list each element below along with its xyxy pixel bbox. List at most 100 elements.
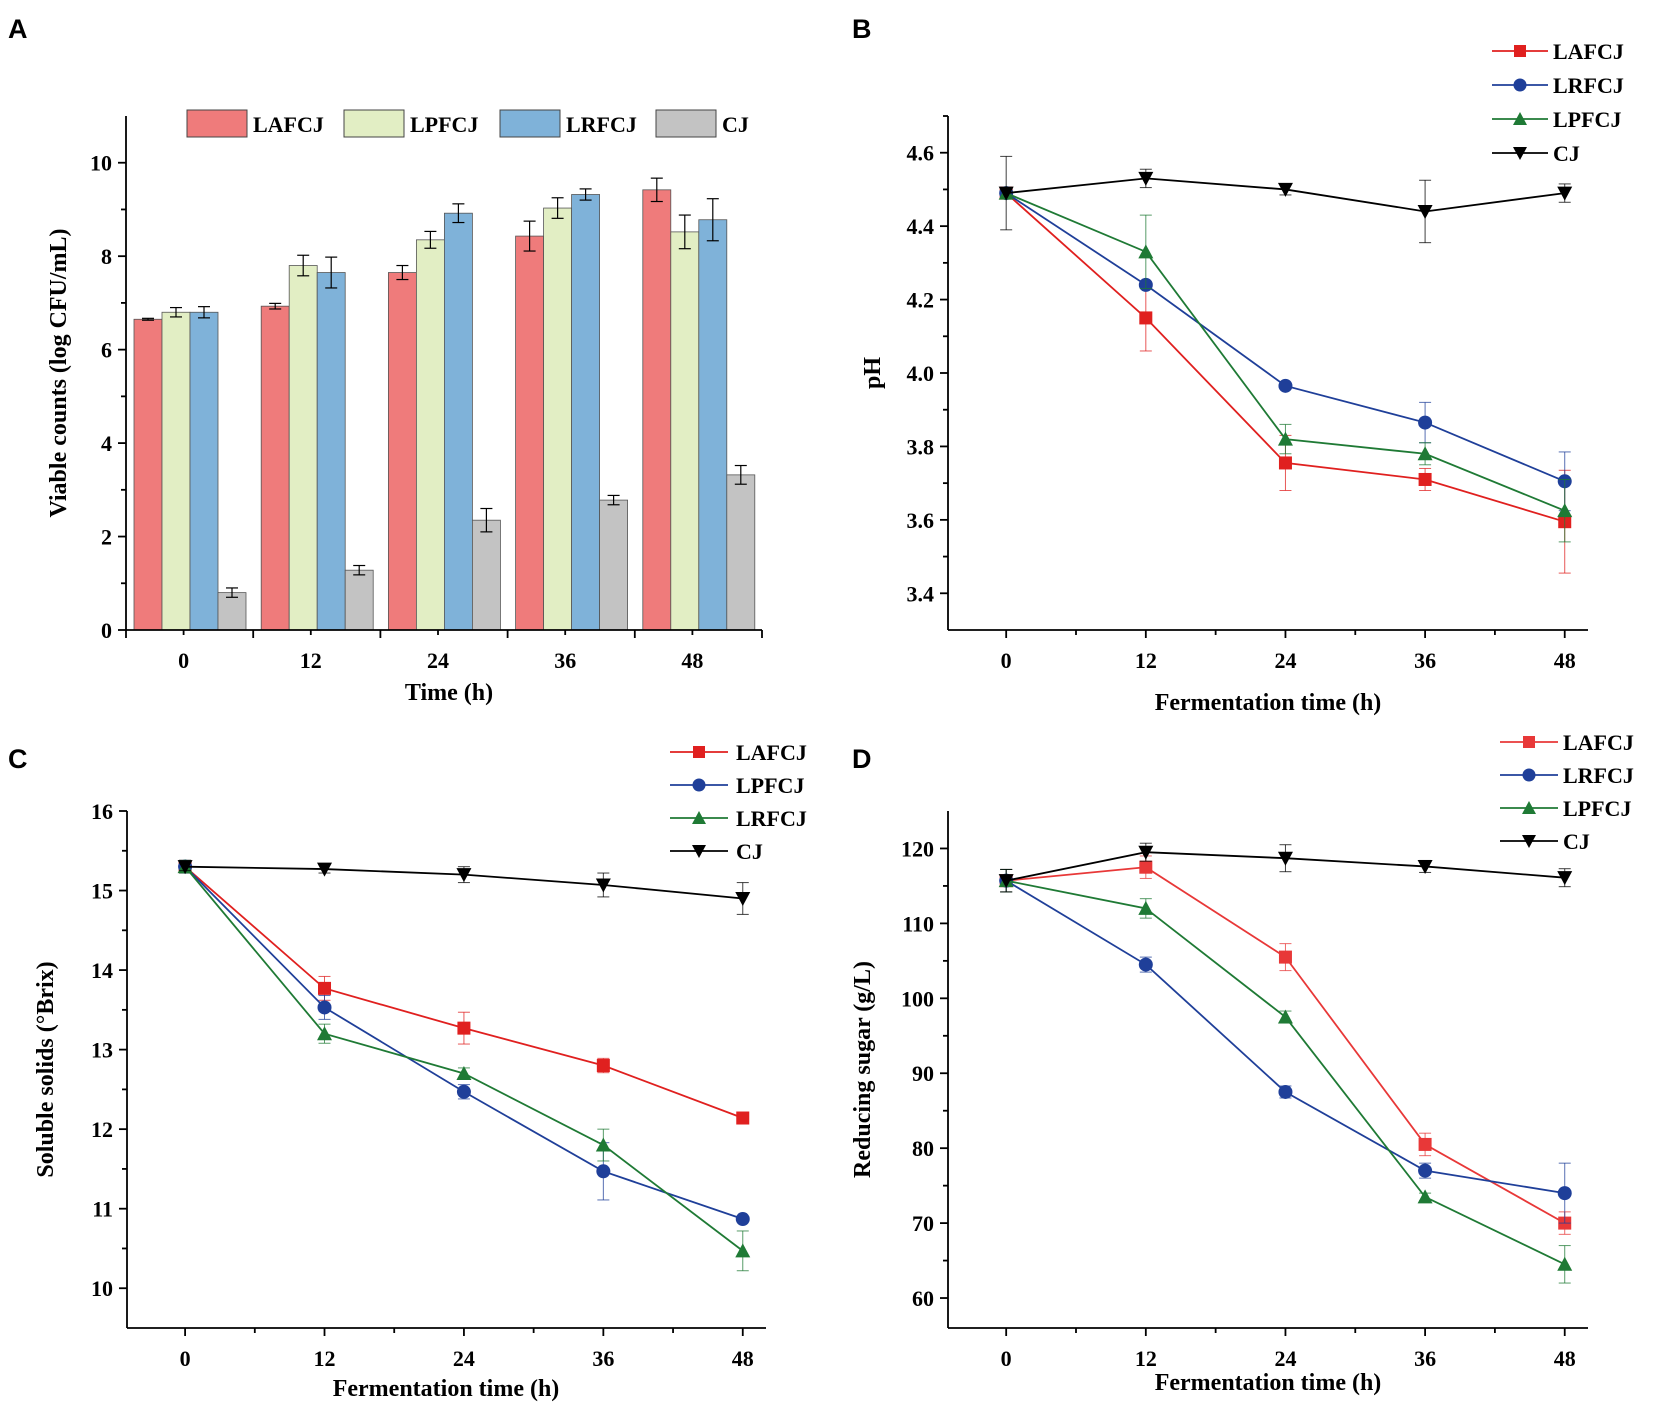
series-lrfcj — [999, 868, 1572, 1224]
point-cj-48 — [1557, 871, 1573, 886]
point-cj-48 — [735, 891, 751, 906]
legend-label: LAFCJ — [253, 112, 324, 137]
legend-item-lafcj: LAFCJ — [1492, 39, 1624, 64]
point-lpfcj-12 — [1138, 244, 1154, 259]
bar-lrfcj-36 — [571, 194, 600, 631]
legend-label: LPFCJ — [1563, 796, 1631, 821]
series-lafcj — [999, 855, 1572, 1235]
errorbar-lrfcj-36 — [579, 188, 592, 201]
legend-item-cj: CJ — [1500, 829, 1590, 854]
legend-label: CJ — [722, 112, 749, 137]
point-cj-24 — [456, 868, 472, 883]
legend-item-lafcj: LAFCJ — [670, 740, 807, 765]
point-cj-0 — [998, 186, 1014, 201]
errorbar-lafcj-36 — [523, 220, 536, 252]
legend-marker — [1513, 112, 1527, 125]
legend-label: LAFCJ — [1563, 730, 1634, 755]
legend-marker — [1523, 736, 1535, 748]
series-lpfcj — [998, 185, 1573, 543]
bar-cj-36 — [599, 499, 628, 631]
x-tick-label: 24 — [427, 648, 449, 673]
point-cj-0 — [998, 874, 1014, 889]
x-axis-label: Time (h) — [405, 680, 493, 706]
y-tick-label: 4.0 — [907, 361, 935, 386]
legend-swatch — [655, 109, 717, 138]
y-tick-label: 4 — [101, 431, 112, 456]
point-cj-36 — [595, 878, 611, 893]
panel-letter-d: D — [852, 744, 872, 774]
bar-cj-12 — [344, 569, 374, 631]
bar-lpfcj-0 — [161, 311, 191, 631]
point-lpfcj-24 — [1277, 431, 1293, 446]
errorbar-lafcj-24 — [396, 264, 409, 281]
series-line-lafcj — [1006, 866, 1566, 1224]
bar-lafcj-36 — [515, 235, 544, 631]
legend-label: LAFCJ — [736, 740, 807, 765]
y-tick-label: 100 — [901, 986, 934, 1011]
x-tick-label: 24 — [453, 1346, 475, 1371]
point-cj-24 — [1277, 182, 1293, 197]
point-lrfcj-36 — [1418, 415, 1433, 430]
y-tick-label: 10 — [90, 151, 112, 176]
point-lpfcj-36 — [1417, 446, 1433, 461]
errorbar-cj-36 — [607, 494, 620, 506]
y-tick-label: 8 — [101, 244, 112, 269]
legend: LAFCJ LRFCJ LPFCJ CJ — [1500, 730, 1634, 854]
point-lafcj-12 — [318, 981, 332, 995]
y-tick-label: 70 — [912, 1211, 934, 1236]
series-cj — [177, 860, 751, 915]
point-lpfcj-36 — [596, 1164, 611, 1179]
x-tick-label: 48 — [1554, 648, 1576, 673]
point-lrfcj-48 — [735, 1243, 751, 1258]
y-tick-label: 11 — [92, 1197, 113, 1222]
bar-lrfcj-48 — [698, 219, 728, 631]
legend-item-lpfcj: LPFCJ — [343, 109, 478, 138]
y-tick-label: 13 — [91, 1038, 113, 1063]
point-lpfcj-36 — [1417, 1189, 1433, 1204]
bar-lafcj-48 — [642, 189, 672, 631]
point-lrfcj-12 — [317, 1026, 333, 1041]
legend-item-lafcj: LAFCJ — [1500, 730, 1634, 755]
legend-label: LRFCJ — [566, 112, 637, 137]
legend-item-lafcj: LAFCJ — [186, 109, 324, 138]
x-tick-label: 36 — [1414, 648, 1436, 673]
errorbar-lafcj-12 — [269, 302, 282, 310]
x-tick-label: 0 — [180, 1346, 191, 1371]
point-lpfcj-48 — [735, 1212, 750, 1227]
x-tick-label: 12 — [1135, 1346, 1157, 1371]
point-cj-48 — [1557, 186, 1573, 201]
legend-item-cj: CJ — [670, 839, 763, 864]
y-axis-label: Viable counts (log CFU/mL) — [46, 228, 72, 517]
errorbar-cj-24 — [480, 507, 493, 533]
legend-label: LRFCJ — [1553, 73, 1624, 98]
legend-label: LRFCJ — [1563, 763, 1634, 788]
legend-swatch — [343, 109, 405, 138]
point-cj-12 — [1138, 845, 1154, 860]
legend-marker — [1513, 78, 1527, 92]
y-tick-label: 4.2 — [907, 288, 935, 313]
series-line-lrfcj — [1005, 879, 1565, 1195]
x-tick-label: 12 — [314, 1346, 336, 1371]
y-tick-label: 4.4 — [907, 214, 935, 239]
bar-lafcj-24 — [387, 272, 417, 631]
panel-letter-c: C — [8, 744, 28, 774]
point-lafcj-36 — [1418, 1137, 1432, 1151]
y-tick-label: 3.6 — [907, 508, 935, 533]
y-tick-label: 16 — [91, 799, 113, 824]
bar-cj-48 — [726, 474, 756, 631]
legend-label: LRFCJ — [736, 806, 807, 831]
x-tick-label: 24 — [1274, 1346, 1296, 1371]
bar-lpfcj-12 — [288, 265, 318, 631]
legend-label: CJ — [1553, 141, 1580, 166]
legend-marker — [1522, 768, 1536, 782]
errorbar-lrfcj-0 — [198, 306, 210, 319]
point-lrfcj-24 — [456, 1065, 472, 1080]
panel-b-line-chart: 3.4 3.6 3.8 4.0 4.2 4.4 4.6 0 12 24 36 48 Fermentati… — [860, 39, 1624, 716]
errorbar-lpfcj-36 — [551, 197, 564, 219]
legend-marker — [1522, 801, 1536, 814]
legend-item-lpfcj: LPFCJ — [1500, 796, 1631, 821]
y-tick-label: 80 — [912, 1136, 934, 1161]
y-tick-label: 0 — [101, 618, 112, 643]
errorbar-lpfcj-12 — [297, 254, 310, 277]
errorbar-lafcj-0 — [142, 317, 154, 321]
